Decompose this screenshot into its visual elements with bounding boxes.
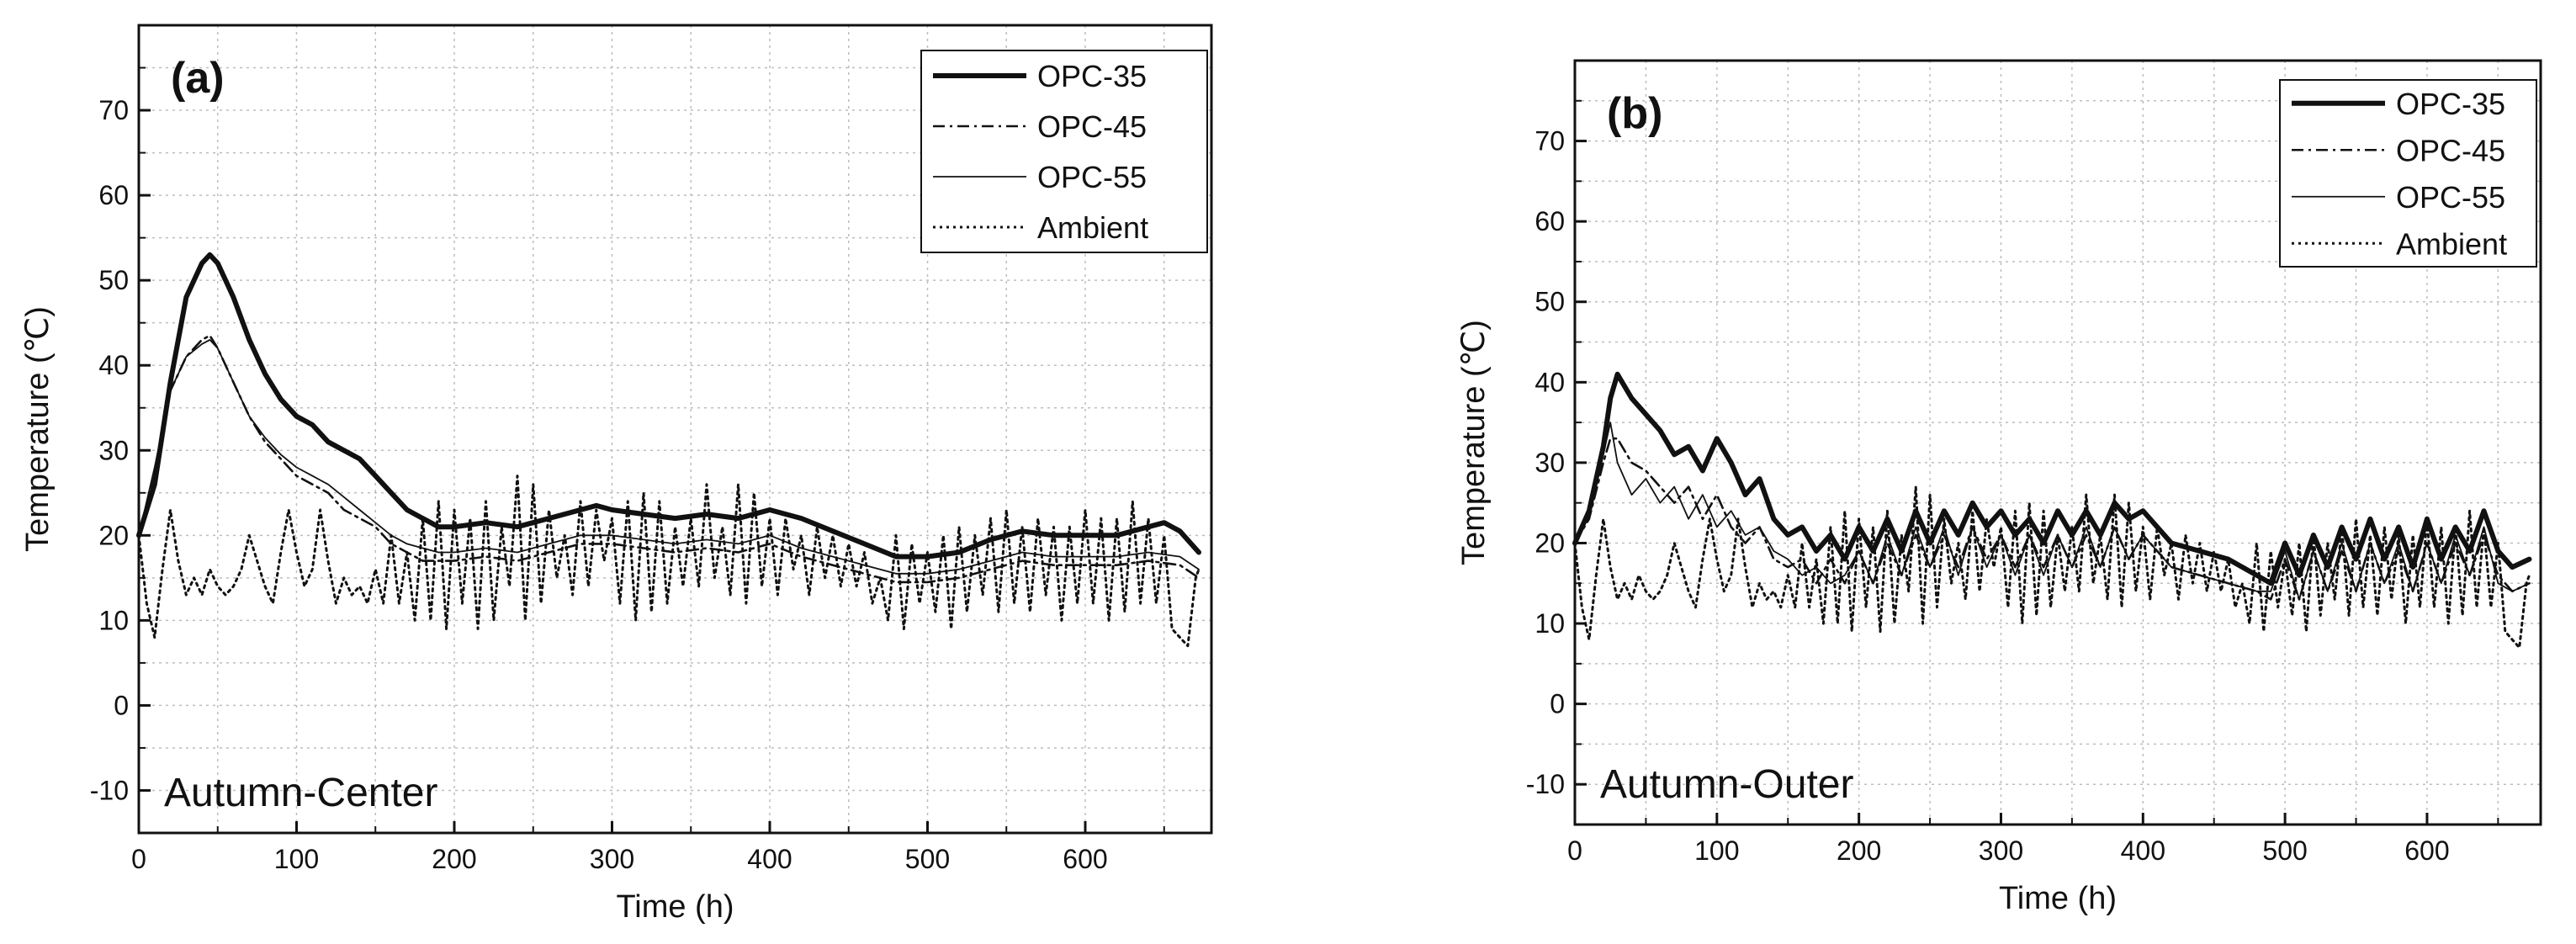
x-axis-title: Time (h) bbox=[1999, 881, 2117, 916]
x-tick-label: 300 bbox=[590, 844, 634, 874]
series-line-opc-35 bbox=[136, 252, 1201, 560]
y-axis: -10 0 10 20 30 40 50 60 70 bbox=[90, 66, 151, 805]
series-line-ambient bbox=[1573, 485, 2531, 650]
x-tick-label: 100 bbox=[1694, 835, 1739, 866]
series-line-ambient bbox=[137, 475, 1201, 648]
y-tick-label: 60 bbox=[1534, 206, 1565, 236]
chart-panel-a: 0 100 200 300 400 500 600 -10 0 10 20 30 40 50 60 70 Tim… bbox=[20, 24, 1213, 925]
y-tick-label: 30 bbox=[98, 435, 129, 465]
series-line-opc-45 bbox=[137, 334, 1201, 584]
y-tick-label: 50 bbox=[98, 265, 129, 295]
legend-label: OPC-45 bbox=[1037, 109, 1147, 144]
y-tick-label: -10 bbox=[1526, 769, 1565, 799]
x-tick-label: 0 bbox=[1567, 835, 1582, 866]
chart-panel-b: 0 100 200 300 400 500 600 -10 0 10 20 30 40 50 60 70 Tim… bbox=[1456, 59, 2542, 916]
legend-label: OPC-45 bbox=[2396, 133, 2505, 167]
legend-label: OPC-55 bbox=[2396, 180, 2505, 215]
y-axis-title: Temperature (℃) bbox=[20, 306, 56, 552]
y-tick-label: 70 bbox=[98, 95, 129, 125]
x-tick-label: 200 bbox=[1837, 835, 1881, 866]
x-axis-title: Time (h) bbox=[616, 889, 734, 925]
legend-label: Ambient bbox=[1037, 210, 1148, 245]
series-group bbox=[1572, 371, 2532, 650]
series-line-opc-55 bbox=[138, 338, 1200, 575]
panel-label: (b) bbox=[1607, 89, 1662, 138]
legend-label: Ambient bbox=[2396, 226, 2507, 261]
y-tick-label: 30 bbox=[1534, 448, 1565, 478]
x-tick-label: 300 bbox=[1979, 835, 2023, 866]
x-tick-label: 600 bbox=[1063, 844, 1107, 874]
y-tick-label: 40 bbox=[98, 350, 129, 380]
legend: OPC-35 OPC-45 OPC-55 Ambient bbox=[920, 50, 1208, 253]
legend-label: OPC-55 bbox=[1037, 160, 1147, 194]
y-tick-label: 0 bbox=[114, 690, 129, 720]
y-tick-label: 40 bbox=[1534, 367, 1565, 397]
y-tick-label: 70 bbox=[1534, 126, 1565, 156]
x-tick-label: 400 bbox=[747, 844, 792, 874]
panel-label: (a) bbox=[171, 54, 225, 103]
plot-frame bbox=[137, 24, 1213, 835]
panel-annotation: Autumn-Outer bbox=[1600, 762, 1853, 807]
y-tick-label: 10 bbox=[1534, 608, 1565, 639]
x-axis: 0 100 200 300 400 500 600 bbox=[1567, 813, 2499, 866]
plot-frame bbox=[1573, 59, 2542, 826]
x-tick-label: 400 bbox=[2121, 835, 2165, 866]
x-tick-label: 600 bbox=[2404, 835, 2449, 866]
y-tick-label: 0 bbox=[1550, 689, 1565, 719]
x-axis: 0 100 200 300 400 500 600 bbox=[131, 821, 1165, 874]
y-axis-title: Temperature (℃) bbox=[1456, 320, 1492, 565]
y-tick-label: 20 bbox=[1534, 528, 1565, 558]
x-tick-label: 0 bbox=[131, 844, 146, 874]
series-line-opc-55 bbox=[1574, 422, 2531, 601]
series-group bbox=[136, 252, 1201, 648]
panel-annotation: Autumn-Center bbox=[164, 771, 437, 815]
y-axis: -10 0 10 20 30 40 50 60 70 bbox=[1526, 99, 1587, 799]
y-tick-label: -10 bbox=[90, 775, 129, 805]
x-tick-label: 100 bbox=[274, 844, 319, 874]
y-tick-label: 50 bbox=[1534, 287, 1565, 317]
legend-label: OPC-35 bbox=[1037, 59, 1147, 93]
legend-label: OPC-35 bbox=[2396, 87, 2505, 121]
y-tick-label: 10 bbox=[98, 605, 129, 635]
y-tick-label: 20 bbox=[98, 520, 129, 550]
legend: OPC-35 OPC-45 OPC-55 Ambient bbox=[2279, 79, 2537, 268]
legend-box bbox=[2279, 79, 2537, 268]
x-tick-label: 500 bbox=[2262, 835, 2307, 866]
series-line-opc-35 bbox=[1572, 371, 2532, 586]
x-tick-label: 200 bbox=[432, 844, 476, 874]
legend-box bbox=[920, 50, 1208, 253]
y-tick-label: 60 bbox=[98, 180, 129, 210]
x-tick-label: 500 bbox=[905, 844, 950, 874]
